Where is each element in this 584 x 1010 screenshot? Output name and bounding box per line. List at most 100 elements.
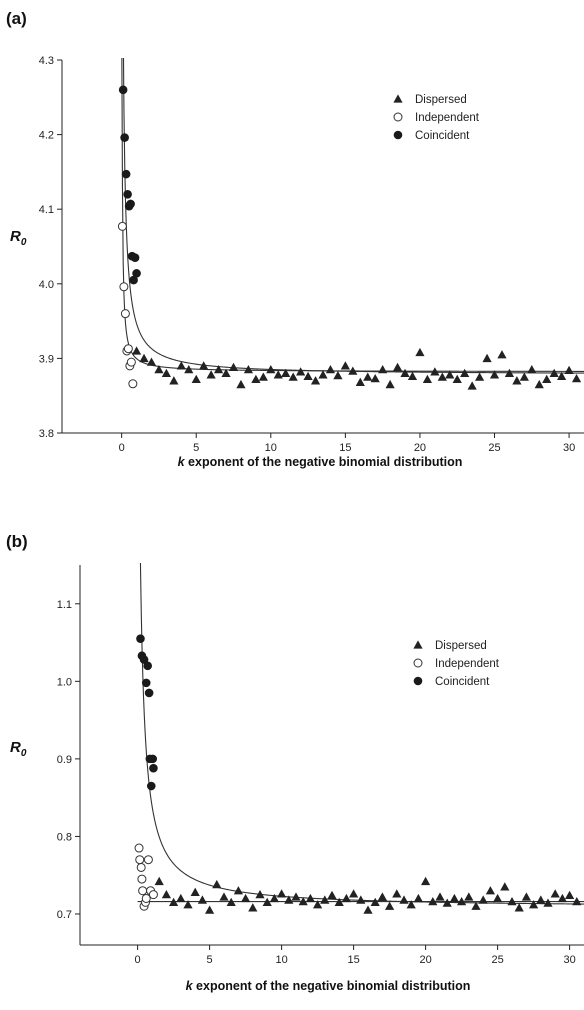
panel-a-legend-label-independent: Independent (415, 112, 480, 124)
panel-b-legend-label-coincident: Coincident (435, 676, 490, 688)
panel-b-dispersed-point (514, 903, 524, 912)
panel-b-coincident-point (144, 688, 154, 698)
panel-a-y-tick-label: 4.2 (39, 130, 54, 142)
panel-b-dispersed-point (255, 889, 265, 899)
panel-b-y-axis-label: R0 (10, 739, 27, 759)
panel-b-dispersed-point (363, 905, 373, 914)
panel-a-dispersed-point (169, 376, 179, 385)
panel-a-legend-label-coincident: Coincident (415, 130, 470, 142)
panel-a-dispersed-point (460, 368, 470, 377)
panel-b-legend-label-dispersed: Dispersed (435, 640, 487, 652)
panel-b-y-tick-label: 1.0 (57, 676, 72, 688)
panel-b-y-axis-label-main: R (10, 739, 21, 756)
panel-b-independent-point (137, 874, 147, 884)
panel-b-label: (b) (6, 532, 28, 551)
panel-a-label: (a) (6, 9, 27, 28)
panel-a-dispersed-point (199, 361, 209, 370)
panel-b-dispersed-point (543, 898, 553, 907)
panel-b-dispersed-point (500, 882, 510, 891)
panel-b-independent-point (135, 855, 145, 865)
panel-b-legend-marker-coincident (413, 676, 423, 686)
panel-a-legend-marker-independent (393, 112, 403, 122)
panel-b-dispersed-point (298, 896, 308, 906)
panel-a-independent-point (119, 282, 129, 292)
panel-b-y-tick-label: 0.9 (57, 754, 72, 766)
panel-b-x-tick-label: 20 (419, 954, 431, 966)
panel-b-legend-marker-dispersed (413, 640, 423, 649)
panel-a-coincident-point (129, 275, 138, 285)
panel-a-x-tick-label: 15 (339, 442, 351, 454)
panel-a-coincident-point (118, 85, 128, 95)
panel-b-dispersed-point (478, 895, 488, 904)
panel-b-dispersed-point (521, 892, 531, 901)
panel-b-dispersed-point (399, 895, 409, 904)
panel-b-dispersed-point (154, 876, 164, 886)
panel-a-dispersed-point (363, 372, 373, 381)
panel-a-dispersed-point (512, 376, 522, 385)
panel-b-x-tick-label: 10 (275, 954, 287, 966)
panel-b-y-axis-label-sub: 0 (21, 748, 27, 759)
panel-a-dispersed-point (392, 362, 403, 372)
panel-a-plot-area: 0 5 10 15 20 25 30 3.8 3.9 4.0 4.1 4.2 4.3 Dispersed I… (39, 55, 584, 454)
panel-b-dispersed-point (435, 892, 445, 901)
panel-a-dispersed-point (310, 376, 321, 385)
panel-b-independent-point (134, 843, 144, 853)
panel-a-legend-marker-dispersed (393, 94, 403, 103)
panel-a-dispersed-point (176, 361, 186, 370)
panel-a-dispersed-point (542, 374, 552, 383)
panel-a-dispersed-point (452, 374, 462, 383)
panel-b-legend: Dispersed Independent Coincident (413, 640, 500, 688)
panel-a-independent-point (123, 344, 133, 354)
panel-a-dispersed-point (504, 368, 515, 377)
panel-b-dispersed-point (212, 879, 222, 889)
panel-a-dispersed-point (467, 381, 477, 390)
panel-a-coincident-point (123, 189, 132, 199)
panel-a-dispersed-point (161, 368, 171, 377)
panel-a-dispersed-point (445, 370, 455, 379)
panel-a-y-tick-label: 3.9 (39, 353, 54, 365)
panel-b-dispersed-point (197, 895, 207, 904)
panel-b-independent-point (143, 855, 153, 865)
panel-b-dispersed-point (190, 887, 200, 896)
panel-a-dispersed-point (564, 365, 574, 375)
panel-b-coincident-point (146, 781, 156, 791)
panel-a-dispersed-point (228, 362, 239, 372)
panel-a-dispersed-point (378, 364, 388, 374)
panel-a-dispersed-point (415, 347, 425, 357)
panel-b-coincident-point (148, 754, 158, 764)
panel-b-dispersed-point (557, 893, 567, 903)
panel-a-y-tick-label: 4.1 (39, 204, 54, 216)
panel-a-x-tick-label: 25 (488, 442, 500, 454)
panel-a-dispersed-point (318, 370, 328, 379)
panel-b-dispersed-point (413, 893, 423, 903)
panel-a-dispersed-point (251, 374, 261, 383)
panel-a-dispersed-point (288, 372, 298, 381)
panel-b-dispersed-point (219, 892, 229, 901)
panel-b-x-tick-label: 15 (347, 954, 359, 966)
panel-a-y-tick-label: 4.3 (39, 55, 54, 67)
panel-a-dispersed-point (333, 370, 343, 380)
panel-b-dispersed-point (241, 893, 251, 903)
panel-a-legend: Dispersed Independent Coincident (393, 94, 480, 142)
panel-b-dispersed-point (327, 890, 337, 900)
panel-a: (a) 0 5 10 15 20 25 30 3.8 3.9 4.0 4.1 4.2 4.3 Disper… (6, 9, 584, 469)
panel-b-dispersed-point (226, 897, 236, 907)
panel-a-dispersed-point (497, 350, 507, 359)
panel-b-dispersed-point (248, 903, 258, 912)
panel-b-dispersed-point (392, 889, 402, 898)
panel-a-dispersed-point (422, 374, 432, 383)
panel-b: (b) 0 5 10 15 20 25 30 0.7 0.8 0.9 1.0 1.1 Dispersed… (6, 532, 584, 993)
panel-b-x-tick-label: 25 (491, 954, 503, 966)
panel-a-y-axis-label-sub: 0 (21, 237, 27, 248)
panel-b-dispersed-point (320, 895, 330, 904)
panel-b-dispersed-point (305, 893, 315, 903)
panel-b-y-tick-label: 0.7 (57, 909, 72, 921)
panel-b-dispersed-point (269, 893, 279, 903)
panel-b-x-tick-label: 0 (135, 954, 141, 966)
panel-a-y-tick-label: 4.0 (39, 279, 54, 291)
panel-a-dispersed-point (139, 353, 149, 363)
panel-a-dispersed-point (273, 370, 283, 379)
panel-b-dispersed-point (428, 896, 438, 906)
panel-a-dispersed-point (527, 364, 537, 374)
